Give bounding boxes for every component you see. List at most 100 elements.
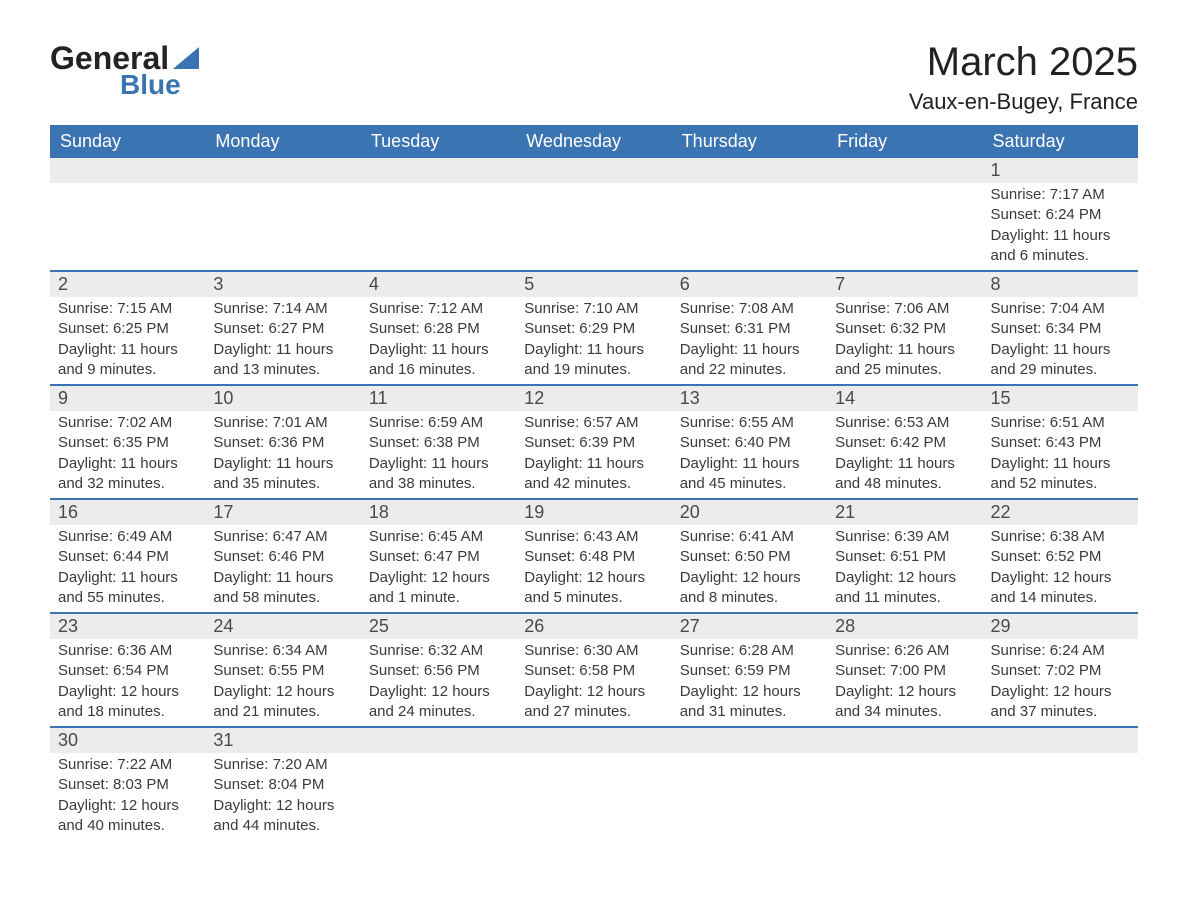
calendar-day-cell: 20Sunrise: 6:41 AMSunset: 6:50 PMDayligh… bbox=[672, 499, 827, 613]
calendar-day-cell: 26Sunrise: 6:30 AMSunset: 6:58 PMDayligh… bbox=[516, 613, 671, 727]
sunrise-text: Sunrise: 7:08 AM bbox=[680, 299, 819, 319]
day-number bbox=[50, 158, 205, 183]
daylight-text: Daylight: 11 hours and 6 minutes. bbox=[991, 226, 1130, 267]
day-details: Sunrise: 7:02 AMSunset: 6:35 PMDaylight:… bbox=[50, 411, 205, 498]
daylight-text: Daylight: 11 hours and 42 minutes. bbox=[524, 454, 663, 495]
logo-text-blue: Blue bbox=[120, 69, 181, 101]
day-details: Sunrise: 6:30 AMSunset: 6:58 PMDaylight:… bbox=[516, 639, 671, 726]
calendar-day-cell: 27Sunrise: 6:28 AMSunset: 6:59 PMDayligh… bbox=[672, 613, 827, 727]
sunrise-text: Sunrise: 7:02 AM bbox=[58, 413, 197, 433]
day-number bbox=[827, 728, 982, 753]
day-number bbox=[361, 728, 516, 753]
daylight-text: Daylight: 12 hours and 31 minutes. bbox=[680, 682, 819, 723]
day-number: 19 bbox=[516, 500, 671, 525]
sunrise-text: Sunrise: 6:43 AM bbox=[524, 527, 663, 547]
calendar-day-cell bbox=[672, 727, 827, 840]
day-details: Sunrise: 7:12 AMSunset: 6:28 PMDaylight:… bbox=[361, 297, 516, 384]
daylight-text: Daylight: 11 hours and 9 minutes. bbox=[58, 340, 197, 381]
sunset-text: Sunset: 6:28 PM bbox=[369, 319, 508, 339]
daylight-text: Daylight: 11 hours and 13 minutes. bbox=[213, 340, 352, 381]
daylight-text: Daylight: 12 hours and 21 minutes. bbox=[213, 682, 352, 723]
sunset-text: Sunset: 6:50 PM bbox=[680, 547, 819, 567]
calendar-day-cell: 10Sunrise: 7:01 AMSunset: 6:36 PMDayligh… bbox=[205, 385, 360, 499]
day-number: 11 bbox=[361, 386, 516, 411]
sunset-text: Sunset: 6:31 PM bbox=[680, 319, 819, 339]
sunset-text: Sunset: 6:55 PM bbox=[213, 661, 352, 681]
day-details: Sunrise: 7:15 AMSunset: 6:25 PMDaylight:… bbox=[50, 297, 205, 384]
sunrise-text: Sunrise: 6:39 AM bbox=[835, 527, 974, 547]
calendar-day-cell: 8Sunrise: 7:04 AMSunset: 6:34 PMDaylight… bbox=[983, 271, 1138, 385]
day-details: Sunrise: 6:34 AMSunset: 6:55 PMDaylight:… bbox=[205, 639, 360, 726]
calendar-day-cell: 6Sunrise: 7:08 AMSunset: 6:31 PMDaylight… bbox=[672, 271, 827, 385]
daylight-text: Daylight: 12 hours and 1 minute. bbox=[369, 568, 508, 609]
daylight-text: Daylight: 11 hours and 32 minutes. bbox=[58, 454, 197, 495]
day-number bbox=[827, 158, 982, 183]
sunrise-text: Sunrise: 7:01 AM bbox=[213, 413, 352, 433]
sunrise-text: Sunrise: 6:36 AM bbox=[58, 641, 197, 661]
sunrise-text: Sunrise: 7:14 AM bbox=[213, 299, 352, 319]
day-number bbox=[361, 158, 516, 183]
day-number: 26 bbox=[516, 614, 671, 639]
weekday-header: Thursday bbox=[672, 125, 827, 158]
calendar-day-cell: 9Sunrise: 7:02 AMSunset: 6:35 PMDaylight… bbox=[50, 385, 205, 499]
daylight-text: Daylight: 12 hours and 34 minutes. bbox=[835, 682, 974, 723]
calendar-day-cell: 11Sunrise: 6:59 AMSunset: 6:38 PMDayligh… bbox=[361, 385, 516, 499]
sunset-text: Sunset: 6:46 PM bbox=[213, 547, 352, 567]
calendar-day-cell: 14Sunrise: 6:53 AMSunset: 6:42 PMDayligh… bbox=[827, 385, 982, 499]
day-number: 12 bbox=[516, 386, 671, 411]
calendar-day-cell bbox=[50, 158, 205, 271]
calendar-day-cell bbox=[205, 158, 360, 271]
sunrise-text: Sunrise: 6:32 AM bbox=[369, 641, 508, 661]
day-details: Sunrise: 7:10 AMSunset: 6:29 PMDaylight:… bbox=[516, 297, 671, 384]
logo-triangle-icon bbox=[173, 47, 199, 69]
day-number: 3 bbox=[205, 272, 360, 297]
sunset-text: Sunset: 7:00 PM bbox=[835, 661, 974, 681]
sunset-text: Sunset: 6:56 PM bbox=[369, 661, 508, 681]
calendar-week-row: 23Sunrise: 6:36 AMSunset: 6:54 PMDayligh… bbox=[50, 613, 1138, 727]
day-number: 31 bbox=[205, 728, 360, 753]
calendar-day-cell: 15Sunrise: 6:51 AMSunset: 6:43 PMDayligh… bbox=[983, 385, 1138, 499]
day-number: 15 bbox=[983, 386, 1138, 411]
day-number bbox=[516, 728, 671, 753]
sunset-text: Sunset: 7:02 PM bbox=[991, 661, 1130, 681]
weekday-header: Monday bbox=[205, 125, 360, 158]
daylight-text: Daylight: 11 hours and 22 minutes. bbox=[680, 340, 819, 381]
day-details: Sunrise: 6:55 AMSunset: 6:40 PMDaylight:… bbox=[672, 411, 827, 498]
sunset-text: Sunset: 6:48 PM bbox=[524, 547, 663, 567]
day-details: Sunrise: 7:01 AMSunset: 6:36 PMDaylight:… bbox=[205, 411, 360, 498]
calendar-week-row: 9Sunrise: 7:02 AMSunset: 6:35 PMDaylight… bbox=[50, 385, 1138, 499]
day-details bbox=[672, 183, 827, 209]
sunrise-text: Sunrise: 7:20 AM bbox=[213, 755, 352, 775]
weekday-header: Wednesday bbox=[516, 125, 671, 158]
day-details: Sunrise: 6:57 AMSunset: 6:39 PMDaylight:… bbox=[516, 411, 671, 498]
sunset-text: Sunset: 6:36 PM bbox=[213, 433, 352, 453]
day-details bbox=[827, 753, 982, 779]
day-number: 17 bbox=[205, 500, 360, 525]
day-details: Sunrise: 6:59 AMSunset: 6:38 PMDaylight:… bbox=[361, 411, 516, 498]
calendar-day-cell: 7Sunrise: 7:06 AMSunset: 6:32 PMDaylight… bbox=[827, 271, 982, 385]
day-number bbox=[205, 158, 360, 183]
sunrise-text: Sunrise: 7:12 AM bbox=[369, 299, 508, 319]
page-header: General Blue March 2025 Vaux-en-Bugey, F… bbox=[50, 40, 1138, 115]
day-details: Sunrise: 7:04 AMSunset: 6:34 PMDaylight:… bbox=[983, 297, 1138, 384]
day-number: 29 bbox=[983, 614, 1138, 639]
sunrise-text: Sunrise: 6:24 AM bbox=[991, 641, 1130, 661]
daylight-text: Daylight: 11 hours and 58 minutes. bbox=[213, 568, 352, 609]
calendar-week-row: 16Sunrise: 6:49 AMSunset: 6:44 PMDayligh… bbox=[50, 499, 1138, 613]
daylight-text: Daylight: 11 hours and 55 minutes. bbox=[58, 568, 197, 609]
day-number: 21 bbox=[827, 500, 982, 525]
sunrise-text: Sunrise: 7:04 AM bbox=[991, 299, 1130, 319]
sunset-text: Sunset: 6:58 PM bbox=[524, 661, 663, 681]
sunset-text: Sunset: 6:35 PM bbox=[58, 433, 197, 453]
sunset-text: Sunset: 6:51 PM bbox=[835, 547, 974, 567]
day-number: 18 bbox=[361, 500, 516, 525]
day-number: 22 bbox=[983, 500, 1138, 525]
month-title: March 2025 bbox=[909, 40, 1138, 85]
calendar-day-cell bbox=[827, 158, 982, 271]
sunrise-text: Sunrise: 6:55 AM bbox=[680, 413, 819, 433]
sunset-text: Sunset: 6:47 PM bbox=[369, 547, 508, 567]
sunset-text: Sunset: 8:03 PM bbox=[58, 775, 197, 795]
sunrise-text: Sunrise: 6:51 AM bbox=[991, 413, 1130, 433]
daylight-text: Daylight: 12 hours and 27 minutes. bbox=[524, 682, 663, 723]
sunrise-text: Sunrise: 7:22 AM bbox=[58, 755, 197, 775]
